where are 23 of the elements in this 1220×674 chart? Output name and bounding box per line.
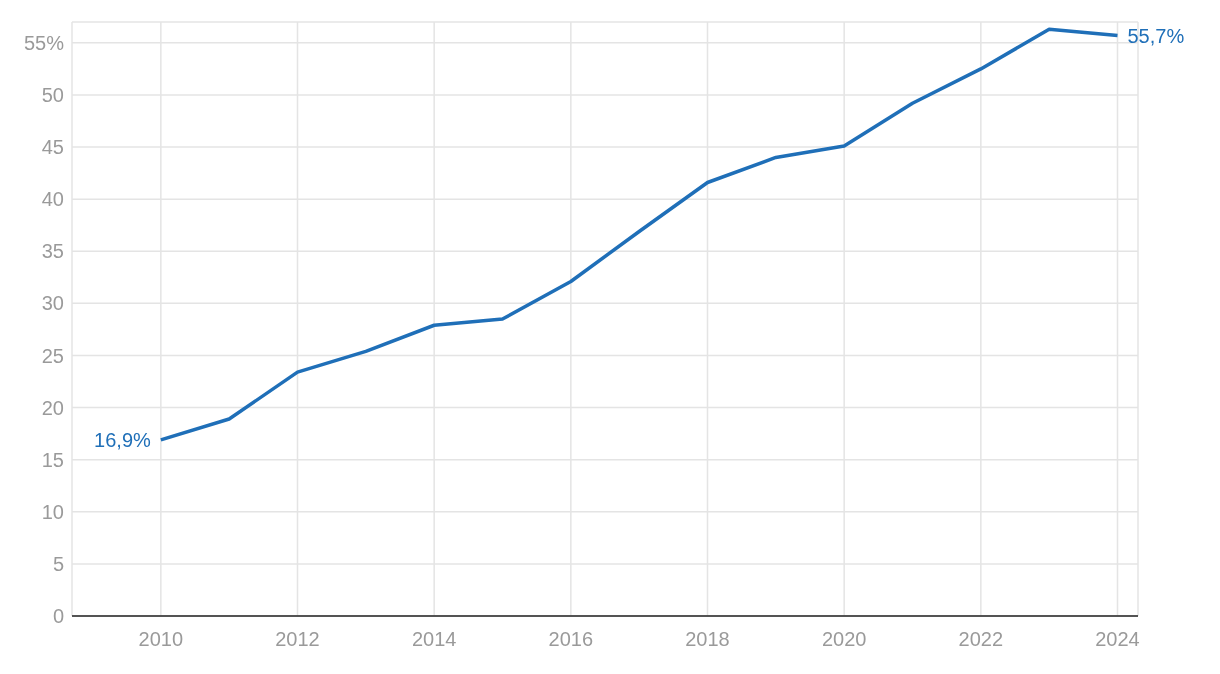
y-tick-label: 40: [41, 188, 64, 211]
x-tick-label: 2014: [411, 628, 457, 651]
y-tick-label: 30: [41, 292, 64, 315]
x-tick-label: 2024: [1095, 628, 1140, 651]
y-tick-label: 35: [41, 240, 64, 263]
y-tick-label: 10: [41, 500, 64, 523]
y-tick-label: 25: [41, 344, 64, 367]
y-tick-label: 55%: [23, 31, 65, 54]
y-tick-label: 5: [52, 552, 64, 575]
line-series: [159, 27, 1120, 442]
y-tick-label: 20: [41, 396, 64, 419]
x-tick-label: 2022: [958, 628, 1004, 651]
y-tick-label: 50: [41, 84, 64, 107]
x-tick-label: 2018: [685, 628, 730, 651]
x-tick-label: 2020: [821, 628, 867, 651]
y-tick-label: 45: [41, 136, 64, 159]
x-tick-label: 2016: [548, 628, 594, 651]
x-tick-label: 2010: [138, 628, 184, 651]
x-tick-label: 2012: [275, 628, 320, 651]
data-label: 16,9%: [94, 428, 152, 451]
data-label: 55,7%: [1127, 24, 1185, 47]
y-tick-label: 0: [52, 605, 64, 628]
y-tick-label: 15: [41, 448, 64, 471]
